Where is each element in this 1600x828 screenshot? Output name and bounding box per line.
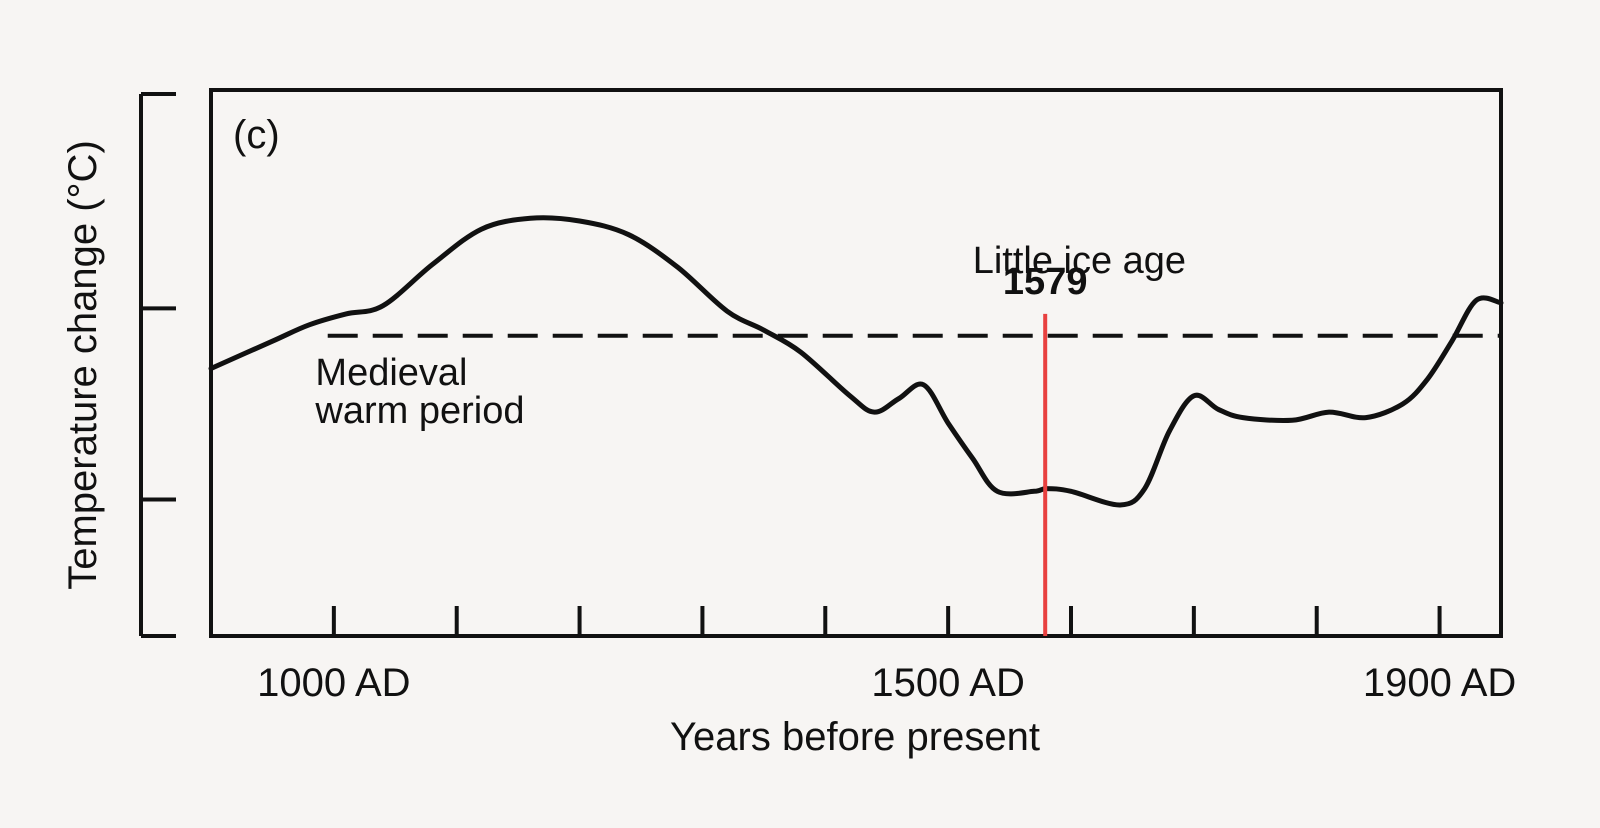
panel-label: (c) xyxy=(233,113,280,157)
marker-label: 1579 xyxy=(1003,261,1088,303)
x-tick-label-1000: 1000 AD xyxy=(257,661,410,705)
y-scale-bar xyxy=(139,92,176,638)
y-ticks xyxy=(141,306,176,502)
x-tick-labels: 1000 AD 1500 AD 1900 AD xyxy=(257,661,1516,705)
x-axis-title: Years before present xyxy=(670,715,1040,759)
plot-frame xyxy=(209,88,1503,638)
y-axis-title: Temperature change (°C) xyxy=(61,140,105,590)
x-tick-label-1900: 1900 AD xyxy=(1363,661,1516,705)
annotation-little-ice-age: Little ice age xyxy=(973,240,1186,282)
x-ticks xyxy=(331,606,1442,636)
temperature-series-line xyxy=(208,215,1504,508)
annotation-warm-period: warm period xyxy=(314,390,524,432)
x-tick-label-1500: 1500 AD xyxy=(871,661,1024,705)
annotation-medieval: Medieval xyxy=(315,352,467,394)
